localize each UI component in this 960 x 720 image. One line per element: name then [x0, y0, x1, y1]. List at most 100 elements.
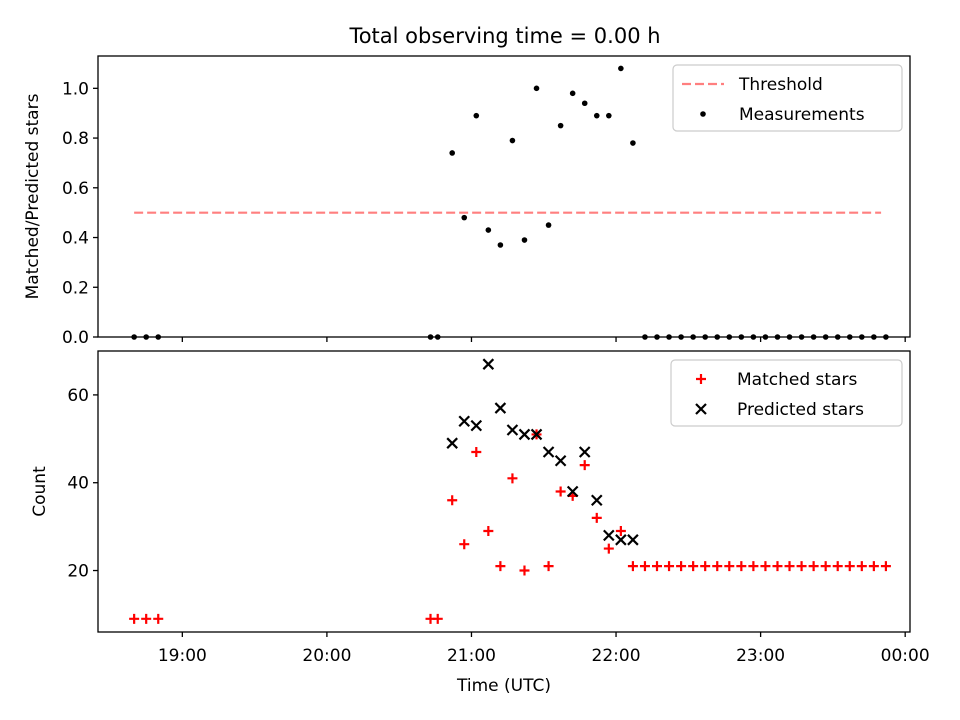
matched-point [579, 460, 590, 471]
matched-point [141, 613, 152, 624]
legend-swatch-predicted [695, 403, 707, 415]
legend-swatch-matched [696, 374, 706, 384]
matched-point [760, 561, 771, 572]
matched-point [471, 446, 482, 457]
top-panel: 0.0 0.2 0.4 0.6 0.8 1.0 Matched/Predicted star… [23, 55, 911, 348]
y-tick-label: 0.4 [62, 229, 89, 249]
figure-title: Total observing time = 0.00 h [348, 24, 660, 48]
series-matched-stars [129, 429, 891, 624]
matched-point [432, 613, 443, 624]
predicted-point [446, 437, 458, 449]
predicted-point [627, 534, 639, 546]
predicted-point [506, 424, 519, 436]
legend-label: Predicted stars [737, 400, 864, 420]
predicted-point [518, 428, 531, 441]
predicted-point [603, 529, 615, 542]
matched-point [153, 613, 164, 624]
matched-point [856, 561, 867, 572]
x-tick-label: 20:00 [302, 646, 351, 666]
measurement-point [533, 85, 540, 92]
predicted-point [566, 485, 579, 498]
measurement-point [581, 100, 588, 107]
matched-point [796, 561, 807, 572]
legend: Matched stars Predicted stars [670, 359, 903, 427]
y-tick-label: 0.2 [62, 278, 89, 298]
matched-point [808, 561, 819, 572]
matched-point [519, 565, 530, 576]
bottom-panel: 20 40 60 19:00 20:00 21:00 22:00 23:00 00:00 Coun… [30, 350, 930, 696]
predicted-point [482, 358, 495, 370]
legend-swatch-measurements [700, 111, 706, 117]
matched-point [724, 561, 735, 572]
y-tick-label: 40 [67, 474, 89, 494]
matched-point [627, 561, 638, 572]
axes-frame [97, 350, 911, 633]
matched-point [507, 473, 518, 484]
matched-point [676, 561, 687, 572]
matched-point [447, 495, 458, 506]
matched-point [129, 613, 140, 624]
x-axis-label: Time (UTC) [456, 676, 551, 696]
predicted-point [578, 446, 591, 458]
predicted-point [542, 446, 555, 458]
matched-point [784, 561, 795, 572]
matched-point [868, 561, 879, 572]
predicted-point [494, 402, 507, 414]
x-tick-label: 00:00 [881, 646, 930, 666]
measurement-point [630, 140, 636, 146]
matched-point [639, 561, 650, 572]
matched-point [483, 526, 494, 537]
x-tick-label: 22:00 [592, 646, 641, 666]
matched-point [591, 512, 602, 523]
y-axis-label: Count [30, 466, 50, 517]
measurement-point [449, 150, 455, 156]
matched-point [880, 561, 891, 572]
x-tick-label: 19:00 [158, 646, 207, 666]
predicted-point [458, 415, 471, 428]
legend-label: Measurements [739, 105, 865, 125]
matched-point [748, 561, 759, 572]
y-tick-label: 60 [67, 386, 89, 406]
matched-point [772, 561, 783, 572]
measurement-point [473, 112, 480, 119]
predicted-point [554, 454, 567, 467]
y-tick-label: 0.8 [62, 129, 89, 149]
y-tick-label: 1.0 [62, 79, 89, 99]
matched-point [820, 561, 831, 572]
legend: Threshold Measurements [672, 64, 903, 132]
measurement-point [618, 65, 624, 72]
x-tick-label: 21:00 [447, 646, 496, 666]
measurement-point [485, 227, 492, 233]
matched-point [615, 526, 626, 537]
measurement-point [461, 214, 468, 221]
y-tick-label: 0.6 [62, 179, 89, 199]
matched-point [664, 561, 675, 572]
matched-point [543, 561, 554, 572]
y-tick-label: 20 [67, 562, 89, 582]
matched-point [652, 561, 663, 572]
measurement-point [521, 237, 528, 243]
predicted-point [470, 419, 483, 432]
matched-point [495, 561, 506, 572]
measurement-point [545, 222, 552, 228]
predicted-point [615, 534, 627, 546]
predicted-point [530, 428, 543, 441]
measurement-point [509, 137, 516, 144]
series-predicted-stars [446, 358, 639, 546]
matched-point [712, 561, 723, 572]
matched-point [688, 561, 699, 572]
axes-frame [97, 55, 911, 338]
matched-point [700, 561, 711, 572]
matched-point [844, 561, 855, 572]
y-axis-label: Matched/Predicted stars [23, 93, 43, 299]
x-tick-label: 23:00 [736, 646, 785, 666]
measurement-point [557, 122, 564, 129]
measurement-point [497, 242, 504, 248]
legend-box [670, 359, 903, 427]
measurement-point [569, 90, 576, 97]
legend-label: Matched stars [737, 370, 857, 390]
matched-point [832, 561, 843, 572]
y-tick-label: 0.0 [62, 328, 89, 348]
measurement-point [593, 112, 600, 119]
